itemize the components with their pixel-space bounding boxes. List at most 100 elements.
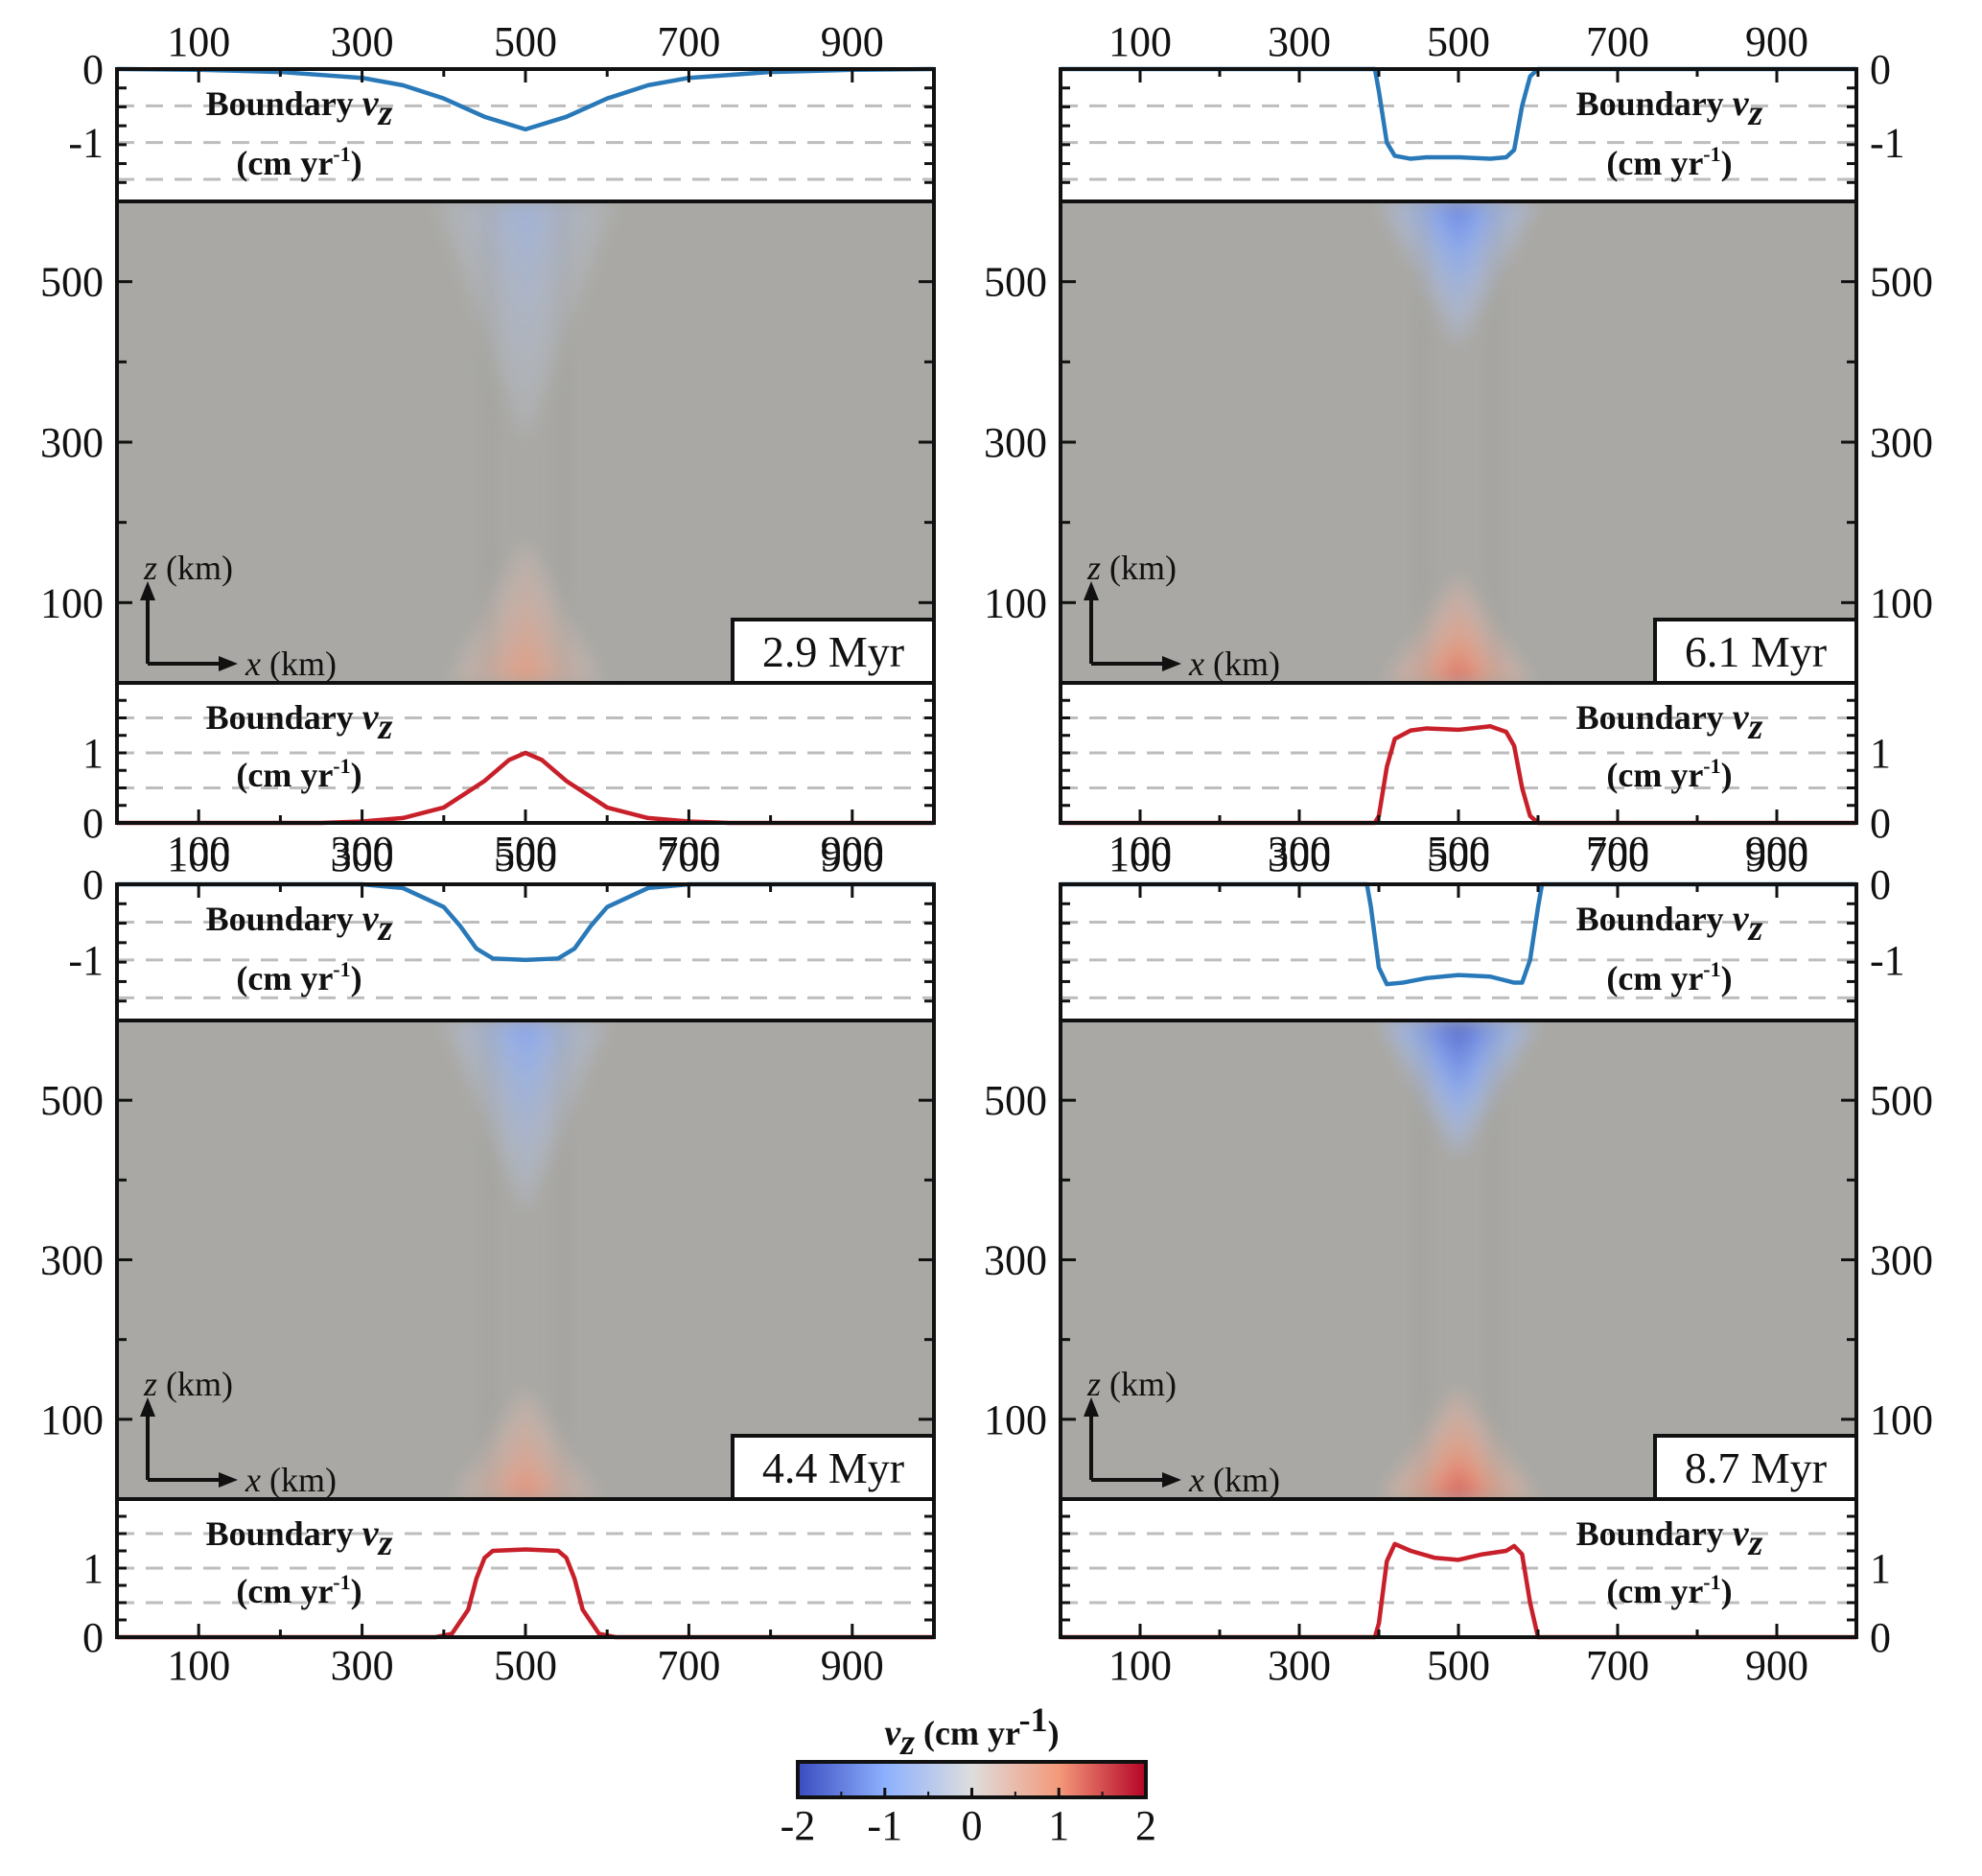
downwelling-cone <box>1445 1020 1472 1044</box>
bottom-boundary-plot: 0 1 100 300 500 700 900 Boundary vz (cm yr-1) <box>1059 1497 1891 1689</box>
z-tick-label: 100 <box>1870 1396 1933 1443</box>
bottom-boundary-units-open: (cm yr <box>1606 1572 1703 1610</box>
x-tick-label-top: 500 <box>1427 833 1490 880</box>
field-streak <box>1418 201 1427 683</box>
top-boundary-label-units: (cm yr-1) <box>236 957 361 997</box>
top-boundary-label-word: Boundary <box>206 900 362 938</box>
z-arrowhead <box>1084 581 1099 600</box>
colorbar-tick-label: -2 <box>781 1802 816 1849</box>
top-y-tick-label: 0 <box>1870 46 1891 93</box>
top-boundary-units-sup: -1 <box>333 142 350 166</box>
bottom-y-tick-label: 1 <box>1870 1545 1891 1592</box>
bottom-boundary-units-sup: -1 <box>333 1570 350 1594</box>
x-tick-label-bottom: 100 <box>1108 1642 1172 1689</box>
top-boundary-label-title: Boundary vz <box>206 83 393 133</box>
field-streak <box>558 1020 567 1499</box>
x-tick-label-bottom: 700 <box>1586 1642 1649 1689</box>
x-tick-label-bottom: 900 <box>1745 828 1808 875</box>
z-tick-label-inner: 100 <box>984 579 1047 626</box>
bottom-boundary-label-units: (cm yr-1) <box>236 754 361 794</box>
x-tick-label-top: 100 <box>1108 18 1172 65</box>
upwelling-cone <box>1445 665 1472 683</box>
colorbar: vz (cm yr-1)-2 -1 0 1 2 <box>781 1700 1156 1849</box>
x-axis-label: x (km) <box>245 1461 337 1499</box>
top-boundary-label-word: Boundary <box>1576 84 1733 123</box>
x-tick-label-bottom: 500 <box>1427 1642 1490 1689</box>
top-boundary-units-open: (cm yr <box>236 144 333 182</box>
bottom-boundary-label-title: Boundary vz <box>206 697 393 747</box>
bottom-boundary-units-open: (cm yr <box>236 756 333 794</box>
x-axis-unit: (km) <box>269 1461 337 1499</box>
x-tick-label-bottom: 100 <box>167 828 230 875</box>
z-tick-label: 300 <box>40 1237 104 1284</box>
top-y-tick-label: -1 <box>68 937 104 984</box>
bottom-boundary-units-close: ) <box>1721 1572 1733 1610</box>
x-tick-label-bottom: 900 <box>1745 1642 1808 1689</box>
z-axis-var: z <box>1086 549 1109 587</box>
field-streak <box>1418 1020 1427 1499</box>
colorbar-tick-label: 2 <box>1135 1802 1156 1849</box>
bottom-boundary-label-sub: z <box>1747 1523 1763 1563</box>
x-tick-label-top: 300 <box>1268 18 1331 65</box>
top-y-tick-label: -1 <box>1870 120 1905 167</box>
field-blur-group <box>1379 201 1538 683</box>
x-tick-label-top: 500 <box>494 18 557 65</box>
z-tick-label: 300 <box>1870 1237 1933 1284</box>
colorbar-title-sup: -1 <box>1019 1700 1048 1739</box>
x-tick-label-bottom: 300 <box>331 1642 394 1689</box>
z-arrowhead <box>140 581 155 600</box>
heatmap-field <box>435 201 616 683</box>
top-boundary-units-close: ) <box>351 144 362 182</box>
bottom-boundary-label-units: (cm yr-1) <box>236 1570 361 1610</box>
z-axis-unit: (km) <box>166 549 233 587</box>
top-boundary-units-open: (cm yr <box>1606 959 1703 997</box>
x-tick-label-top: 700 <box>657 833 720 880</box>
heatmap-field <box>1379 201 1538 683</box>
time-label: 4.4 Myr <box>762 1443 904 1492</box>
top-y-tick-label: 0 <box>82 861 104 908</box>
top-boundary-label-word: Boundary <box>1576 900 1733 938</box>
bottom-boundary-plot: 0 1 100 300 500 700 900 Boundary vz (cm yr-1) <box>82 681 936 875</box>
x-axis-unit: (km) <box>269 645 337 683</box>
bottom-boundary-curve <box>1061 1541 1856 1640</box>
x-tick-label-top: 700 <box>1586 833 1649 880</box>
colorbar-title-var: v <box>884 1713 901 1753</box>
z-axis-var: z <box>1086 1365 1109 1403</box>
bottom-boundary-label-var: v <box>1733 1513 1750 1554</box>
top-y-tick-label: -1 <box>68 120 104 167</box>
time-label: 8.7 Myr <box>1685 1443 1827 1492</box>
top-boundary-label-title: Boundary vz <box>206 899 393 949</box>
z-axis-var: z <box>143 1365 166 1403</box>
bottom-boundary-units-close: ) <box>1721 756 1733 794</box>
x-axis-var: x <box>245 1461 269 1499</box>
top-boundary-label-title: Boundary vz <box>1576 83 1763 133</box>
bottom-y-tick-label: 0 <box>1870 800 1891 847</box>
x-tick-label-bottom: 300 <box>1268 828 1331 875</box>
z-tick-label-inner: 500 <box>984 1077 1047 1124</box>
bottom-boundary-curve <box>117 1547 934 1640</box>
bottom-y-tick-label: 1 <box>82 730 104 777</box>
top-boundary-label-units: (cm yr-1) <box>1606 142 1732 182</box>
x-tick-label-top: 100 <box>1108 833 1172 880</box>
x-axis-label: x (km) <box>1188 645 1280 683</box>
x-arrowhead <box>219 1472 238 1488</box>
bottom-boundary-label-title: Boundary vz <box>1576 1513 1763 1563</box>
bottom-boundary-curve <box>1061 724 1856 826</box>
top-boundary-label-var: v <box>1733 83 1750 124</box>
bottom-y-tick-label: 0 <box>82 1614 104 1661</box>
time-label-box <box>731 618 936 685</box>
z-arrowhead <box>1084 1397 1099 1417</box>
top-boundary-units-open: (cm yr <box>1606 144 1703 182</box>
bottom-y-tick-label: 1 <box>1870 730 1891 777</box>
top-boundary-label-word: Boundary <box>206 84 362 123</box>
field-streak <box>1490 1020 1499 1499</box>
x-tick-label-bottom: 500 <box>1427 828 1490 875</box>
x-axis-var: x <box>1188 645 1213 683</box>
colorbar-title-sub: z <box>898 1723 915 1763</box>
top-boundary-curve <box>117 881 934 963</box>
bottom-boundary-curve <box>117 750 934 826</box>
